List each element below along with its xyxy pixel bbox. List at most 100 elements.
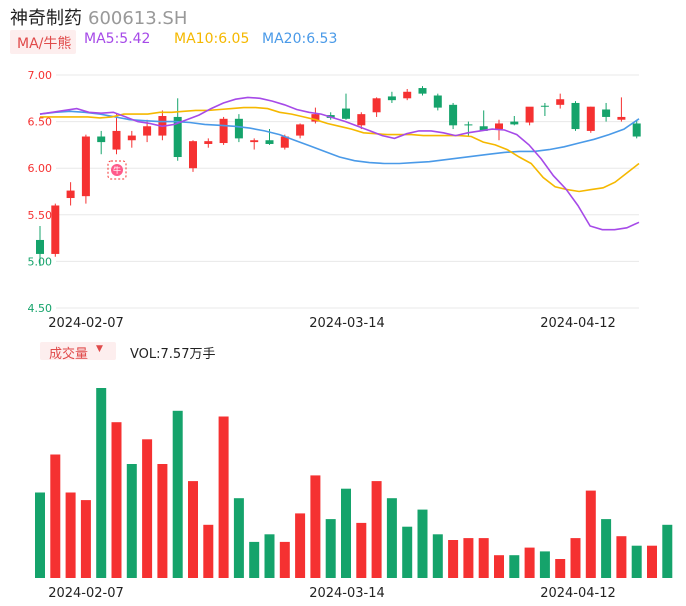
volume-bar: [233, 498, 244, 578]
ma-toggle-button[interactable]: MA/牛熊: [10, 30, 76, 54]
candle: [342, 108, 350, 119]
volume-x-tick-label: 2024-04-12: [540, 586, 616, 601]
volume-bar: [157, 464, 168, 578]
candle: [51, 205, 60, 254]
volume-bar: [494, 555, 504, 578]
candle: [173, 116, 182, 158]
x-tick-label: 2024-03-14: [309, 316, 385, 331]
ma20-line: [39, 110, 640, 165]
candle: [586, 106, 595, 131]
chevron-down-icon: ▼: [96, 344, 103, 354]
volume-bar: [509, 555, 520, 578]
stock-code: 600613.SH: [88, 8, 188, 29]
volume-bar: [50, 454, 61, 578]
candle: [540, 105, 549, 107]
volume-x-tick-label: 2024-02-07: [48, 586, 124, 601]
volume-bar: [96, 388, 107, 578]
y-tick-label: 6.50: [28, 116, 53, 129]
volume-bar: [432, 534, 443, 578]
volume-bar: [585, 490, 596, 578]
volume-bar: [126, 464, 137, 578]
candle: [433, 95, 442, 108]
candle: [219, 118, 228, 144]
ma10-line: [40, 106, 640, 193]
volume-value: VOL:7.57万手: [130, 347, 216, 362]
candle: [189, 141, 197, 169]
candle: [525, 106, 534, 123]
candle: [571, 102, 580, 130]
ma-toggle-label: MA/牛熊: [17, 36, 72, 52]
candle: [464, 124, 473, 126]
candle: [112, 130, 121, 150]
volume-bar: [448, 540, 459, 578]
volume-bar: [325, 519, 336, 578]
candle: [81, 136, 90, 197]
marker-icon: 牛: [107, 160, 127, 180]
candle: [495, 123, 503, 130]
volume-bar: [295, 513, 306, 578]
svg-text:牛: 牛: [113, 165, 121, 175]
candle: [372, 98, 381, 113]
volume-bar: [356, 522, 367, 578]
candle: [280, 136, 289, 148]
volume-bar: [188, 481, 198, 578]
volume-bar: [111, 422, 122, 578]
candle: [97, 136, 106, 143]
volume-bar: [142, 439, 153, 578]
volume-bar: [402, 526, 413, 578]
candle: [617, 116, 626, 120]
x-tick-label: 2024-02-07: [48, 316, 124, 331]
volume-bar: [539, 551, 550, 578]
candle: [66, 190, 75, 199]
volume-bar: [35, 492, 45, 578]
volume-toggle-button[interactable]: 成交量 ▼: [40, 342, 116, 362]
volume-bar: [203, 524, 214, 578]
volume-bar: [631, 545, 642, 578]
y-tick-label: 5.50: [28, 209, 53, 222]
candle: [632, 123, 641, 137]
x-tick-label: 2024-04-12: [540, 316, 616, 331]
candle: [311, 114, 320, 122]
candle: [602, 109, 611, 117]
candle: [357, 114, 366, 126]
volume-bar: [616, 536, 627, 578]
volume-bar: [80, 500, 91, 578]
candle: [204, 141, 213, 144]
candle: [556, 99, 565, 105]
y-tick-label: 7.00: [28, 69, 53, 82]
stock-title: 神奇制药 600613.SH: [10, 4, 187, 30]
kline-chart: 7.00 6.50 6.00 5.50 5.00 4.50 2024-02-07 2024-…: [28, 69, 641, 331]
y-tick-label: 4.50: [28, 302, 53, 315]
volume-bar: [463, 538, 474, 578]
volume-bar: [662, 524, 673, 578]
candle: [36, 239, 44, 254]
ma5-line: [39, 96, 640, 231]
volume-bar: [371, 481, 382, 578]
volume-bar: [65, 492, 76, 578]
volume-x-tick-label: 2024-03-14: [309, 586, 385, 601]
volume-bar: [386, 498, 397, 578]
volume-bar: [555, 559, 566, 578]
volume-bar: [524, 547, 535, 578]
volume-bar: [647, 545, 657, 578]
candle: [143, 126, 152, 136]
candle: [296, 124, 305, 136]
volume-bar: [264, 534, 275, 578]
volume-bar: [601, 519, 612, 578]
candle: [265, 140, 274, 144]
y-tick-label: 5.00: [28, 255, 53, 268]
volume-bar: [279, 541, 290, 578]
candle: [449, 104, 458, 126]
ma5-legend: MA5:5.42: [84, 31, 151, 47]
volume-bar: [249, 541, 260, 578]
volume-bar: [417, 509, 428, 578]
stock-name: 神奇制药: [10, 8, 82, 29]
candle: [403, 91, 412, 99]
volume-bar: [172, 410, 183, 578]
volume-toggle-label: 成交量: [49, 347, 89, 362]
candle: [127, 135, 136, 141]
volume-bar: [218, 416, 229, 578]
ma10-legend: MA10:6.05: [174, 31, 250, 47]
candle: [250, 140, 259, 143]
candle: [510, 121, 519, 125]
